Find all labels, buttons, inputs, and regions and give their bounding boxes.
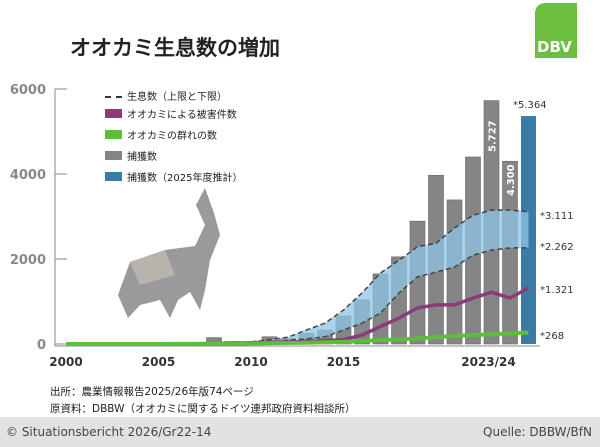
legend-culls-2025: 捕獲数（2025年度推計） xyxy=(105,169,242,184)
footer-copyright: © Situationsbericht 2026/Gr22-14 xyxy=(6,425,212,439)
x-tick-label: 2005 xyxy=(142,355,175,369)
bar-label-2025: *5.364 xyxy=(513,100,547,111)
bar-culls-2019 xyxy=(409,220,426,345)
bar-label-2024: 4.300 xyxy=(506,164,517,196)
footer: © Situationsbericht 2026/Gr22-14 Quelle:… xyxy=(0,417,600,447)
legend-label: オオカミによる被害件数 xyxy=(127,110,237,121)
population-lower-line xyxy=(250,247,529,344)
x-tick-label: 2010 xyxy=(234,355,267,369)
wolf-illustration xyxy=(118,188,220,318)
legend-label: 捕獲数（2025年度推計） xyxy=(127,173,243,184)
legend-label: 生息数（上限と下限） xyxy=(127,92,227,103)
page-title: オオカミ生息数の増加 xyxy=(70,36,280,60)
damage-label: *1.321 xyxy=(540,285,574,296)
logo-text: DBV xyxy=(537,38,572,56)
packs-line xyxy=(66,330,529,346)
lower-label: *2.262 xyxy=(540,242,574,253)
legend-label: 捕獲数 xyxy=(127,152,157,163)
y-tick-label: 0 xyxy=(37,338,46,353)
legend-label: オオカミの群れの数 xyxy=(127,131,217,142)
y-tick-label: 2000 xyxy=(10,253,46,268)
bar-culls-2021 xyxy=(446,199,463,345)
legend-packs: オオカミの群れの数 xyxy=(105,127,217,142)
x-tick-label: 2015 xyxy=(327,355,360,369)
original-source-note: 原資料：DBBW（オオカミに関するドイツ連邦政府資料相談所） xyxy=(50,403,356,415)
bar-label-2023: 5.727 xyxy=(488,120,499,152)
y-tick-label: 6000 xyxy=(10,83,46,98)
population-upper-line xyxy=(250,209,529,343)
source-note: 出所：農業情報報告2025/26年版74ページ xyxy=(50,386,254,398)
legend-culls: 捕獲数 xyxy=(105,148,157,163)
footer-source: Quelle: DBBW/BfN xyxy=(483,425,592,439)
legend-population: 生息数（上限と下限） xyxy=(105,88,227,103)
legend-damage: オオカミによる被害件数 xyxy=(105,106,237,121)
dbv-logo: DBV xyxy=(535,3,577,58)
y-tick-label: 4000 xyxy=(10,168,46,183)
population-band xyxy=(251,210,529,344)
x-tick-label: 2023/24 xyxy=(461,355,515,369)
packs-label: *268 xyxy=(540,331,564,342)
upper-label: *3.111 xyxy=(540,211,574,222)
x-tick-label: 2000 xyxy=(49,355,82,369)
